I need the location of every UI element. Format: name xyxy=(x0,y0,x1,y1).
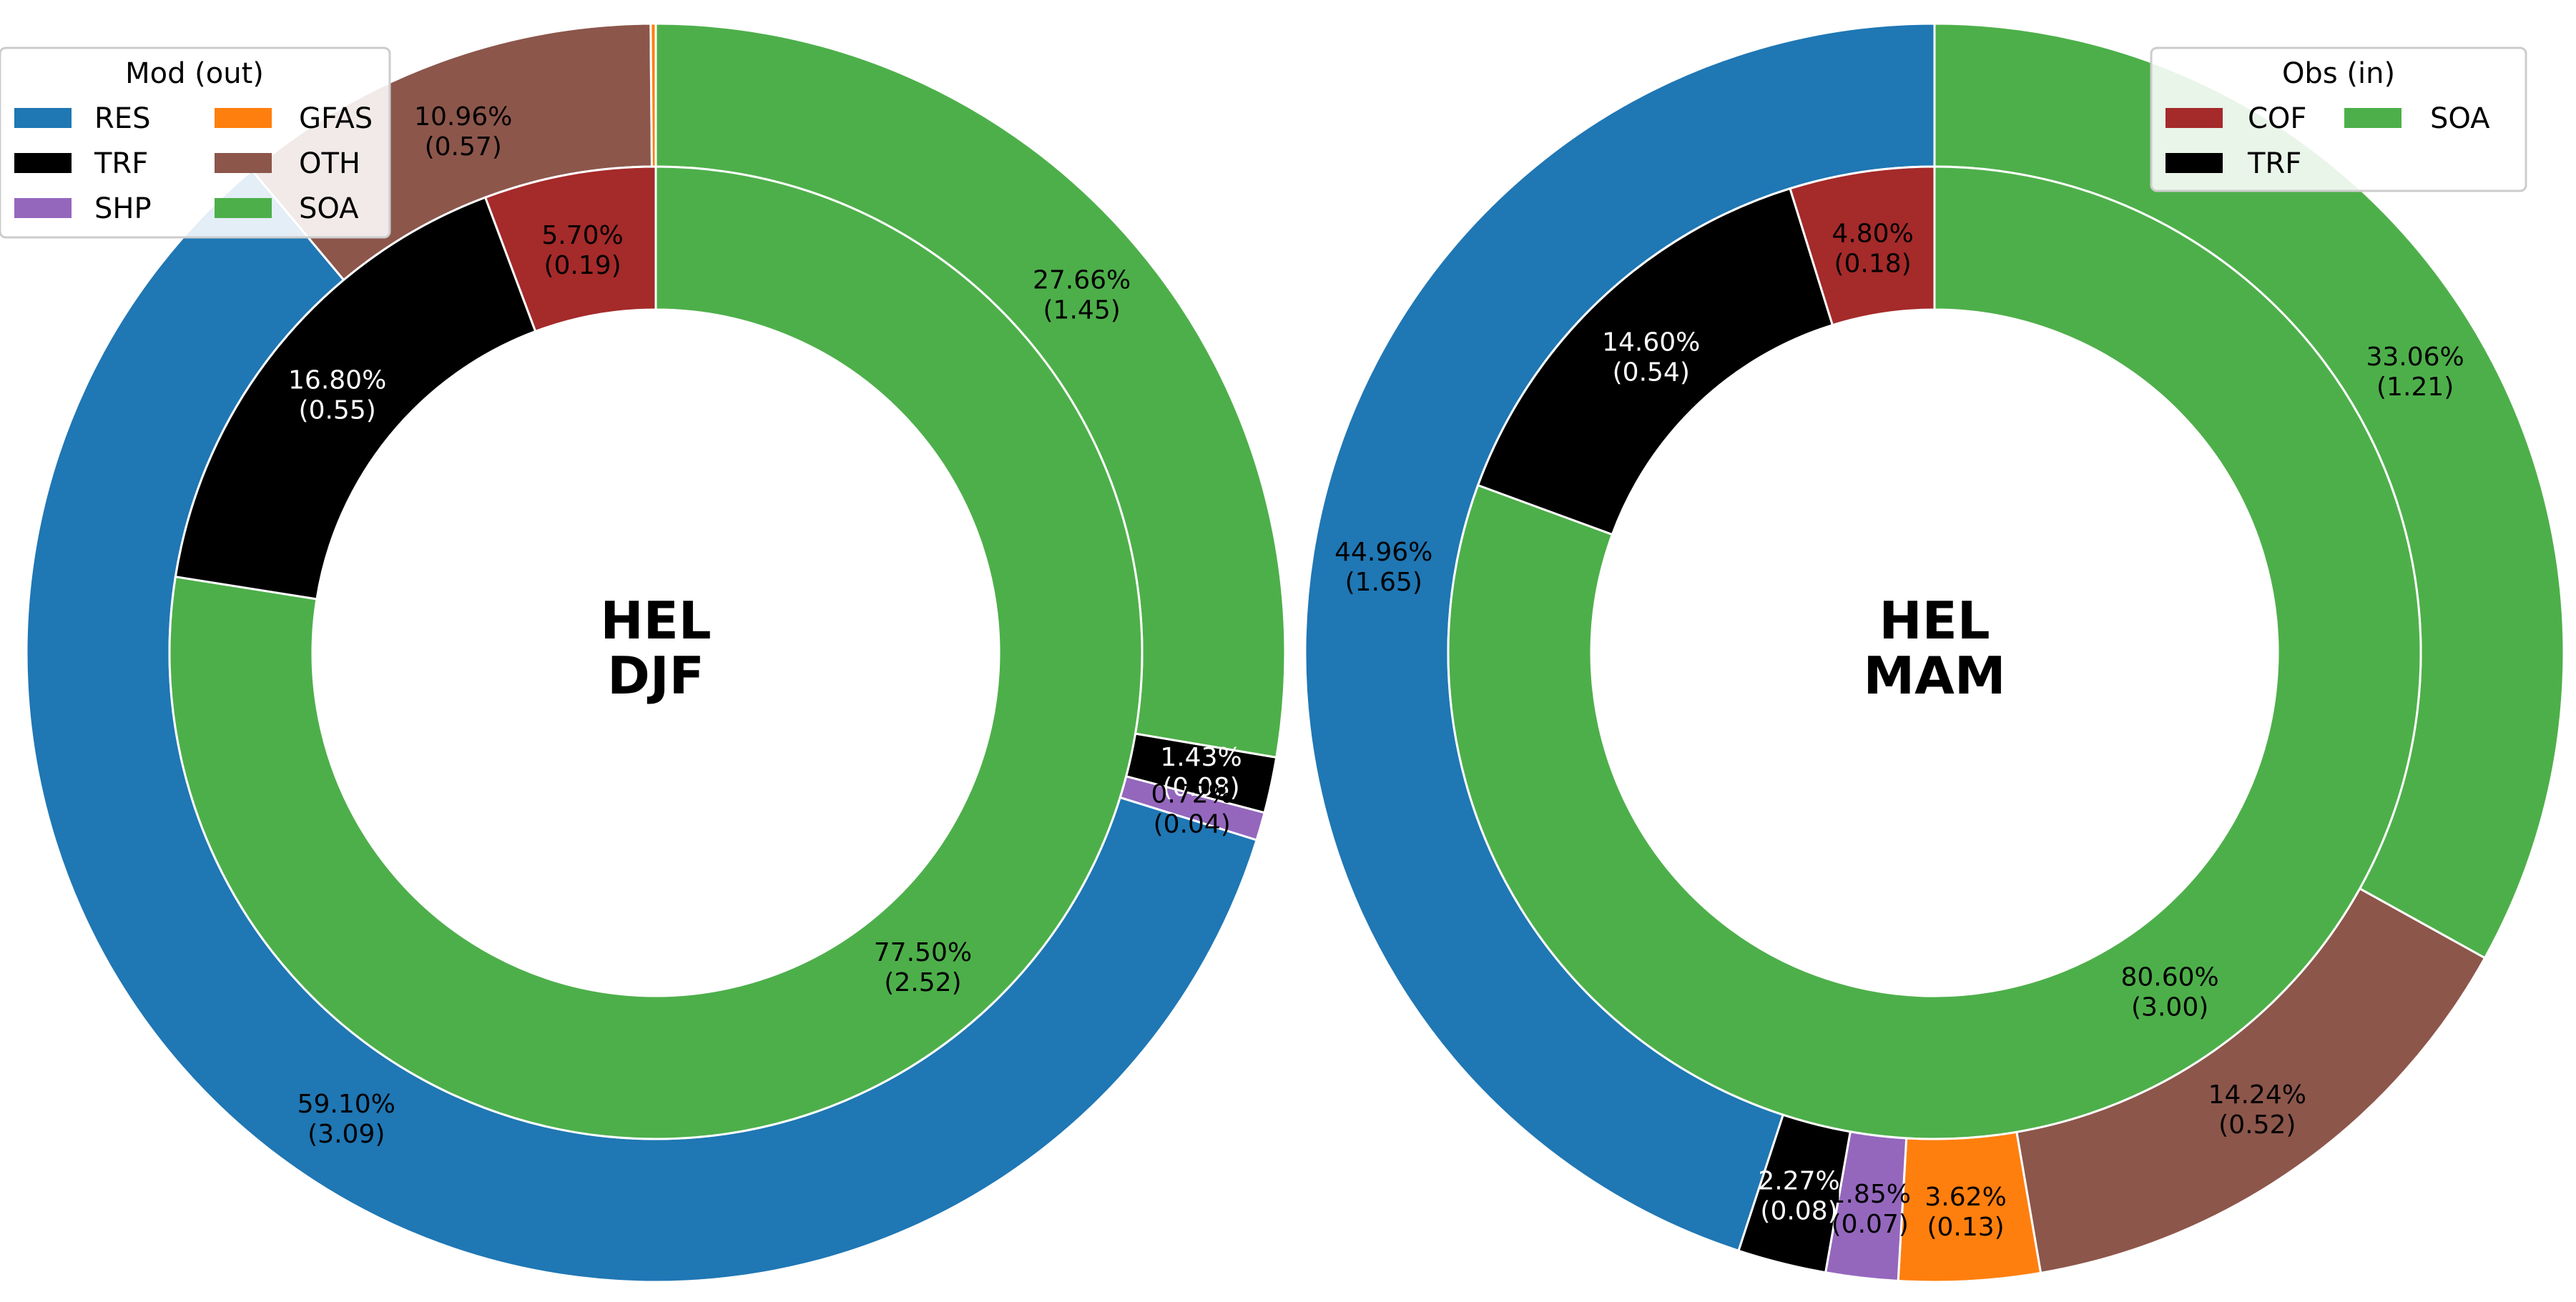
inner_ring-percent-label-soa: 80.60% xyxy=(2121,962,2219,992)
legend-title: Obs (in) xyxy=(2282,57,2395,90)
legend-obs-in: Obs (in) COF TRF SOA xyxy=(2150,46,2527,192)
legend-swatch-gfas xyxy=(215,108,272,128)
inner_ring-value-label-soa: (3.00) xyxy=(2131,992,2208,1022)
inner_ring-wedge-cof xyxy=(483,165,657,333)
outer_ring-percent-label-gfas: 3.62% xyxy=(1924,1183,2006,1212)
legend-label-trf: TRF xyxy=(2247,147,2301,180)
outer_ring-percent-label-res: 59.10% xyxy=(298,1090,395,1119)
legend-label-soa: SOA xyxy=(299,192,359,225)
outer_ring-value-label-soa: (1.21) xyxy=(2376,373,2454,402)
center-label-line2: DJF xyxy=(607,646,704,706)
outer_ring-percent-label-oth: 10.96% xyxy=(414,102,512,132)
outer_ring-wedge-gfas xyxy=(649,22,657,168)
inner-ring xyxy=(168,165,1144,1140)
inner_ring-wedge-soa xyxy=(168,165,1144,1140)
legend-swatch-trf xyxy=(2165,153,2223,173)
inner-ring xyxy=(1447,165,2422,1140)
legend-label-soa: SOA xyxy=(2430,102,2490,135)
inner_ring-value-label-soa: (2.52) xyxy=(884,968,961,997)
outer_ring-percent-label-oth: 14.24% xyxy=(2208,1080,2306,1110)
legend-frame xyxy=(0,46,391,239)
legend-swatch-trf xyxy=(14,153,72,173)
outer_ring-percent-label-soa: 27.66% xyxy=(1033,265,1131,295)
center-label-line1: HEL xyxy=(1879,591,1990,651)
outer_ring-value-label-oth: (0.57) xyxy=(425,132,502,162)
inner_ring-percent-label-soa: 77.50% xyxy=(874,938,972,967)
outer_ring-value-label-shp: (0.07) xyxy=(1832,1210,1909,1239)
wedge-labels: 27.66%(1.45) 1.43%(0.08)0.72%(0.04) 59.10%… xyxy=(288,102,1242,1149)
outer_ring-value-label-res: (1.65) xyxy=(1345,568,1422,597)
outer_ring-value-label-gfas: (0.13) xyxy=(1927,1213,2004,1242)
legend-swatch-oth xyxy=(215,153,272,173)
inner_ring-value-label-trf: (0.55) xyxy=(299,395,376,425)
outer_ring-percent-label-trf: 2.27% xyxy=(1758,1167,1839,1196)
inner_ring-value-label-cof: (0.19) xyxy=(544,251,621,280)
wedge-labels: 33.06%(1.21) 14.24%(0.52) 3.62%(0.13) 1.85%… xyxy=(1334,220,2464,1242)
center-label-line1: HEL xyxy=(600,591,711,651)
inner_ring-wedge-cof xyxy=(1789,165,1936,327)
inner_ring-value-label-trf: (0.54) xyxy=(1613,357,1690,387)
outer_ring-percent-label-shp: 0.72% xyxy=(1151,779,1233,809)
outer_ring-percent-label-res: 44.96% xyxy=(1334,538,1432,567)
outer_ring-value-label-trf: (0.08) xyxy=(1760,1197,1837,1226)
legend-label-res: RES xyxy=(94,102,150,135)
outer_ring-percent-label-trf: 1.43% xyxy=(1160,743,1242,772)
legend-label-shp: SHP xyxy=(94,192,152,225)
inner_ring-value-label-cof: (0.18) xyxy=(1834,250,1911,279)
legend-label-cof: COF xyxy=(2248,102,2306,135)
legend-frame xyxy=(2150,46,2527,192)
legend-swatch-soa xyxy=(215,198,272,218)
outer_ring-value-label-res: (3.09) xyxy=(308,1120,385,1149)
outer_ring-value-label-shp: (0.04) xyxy=(1154,809,1231,839)
inner_ring-percent-label-trf: 16.80% xyxy=(288,365,386,395)
donut-chart-hel-mam: 33.06%(1.21) 14.24%(0.52) 3.62%(0.13) 1.85%… xyxy=(1304,22,2565,1283)
outer_ring-percent-label-soa: 33.06% xyxy=(2366,342,2464,372)
legend-swatch-res xyxy=(14,108,72,128)
donut-chart-hel-djf: 27.66%(1.45) 1.43%(0.08)0.72%(0.04) 59.10%… xyxy=(25,22,1287,1283)
legend-label-trf: TRF xyxy=(94,147,148,180)
inner_ring-wedge-trf xyxy=(174,196,537,601)
legend-swatch-shp xyxy=(14,198,72,218)
outer_ring-percent-label-shp: 1.85% xyxy=(1829,1180,1911,1209)
inner_ring-percent-label-trf: 14.60% xyxy=(1602,327,1700,357)
inner_ring-percent-label-cof: 4.80% xyxy=(1832,220,1913,249)
center-label-line2: MAM xyxy=(1863,646,2005,706)
legend-label-oth: OTH xyxy=(299,147,360,180)
legend-title: Mod (out) xyxy=(125,57,264,90)
legend-swatch-soa xyxy=(2344,108,2402,128)
legend-label-gfas: GFAS xyxy=(299,102,373,135)
outer_ring-value-label-trf: (0.08) xyxy=(1162,773,1239,802)
outer_ring-value-label-oth: (0.52) xyxy=(2218,1110,2296,1140)
inner_ring-wedge-soa xyxy=(1447,165,2422,1140)
legend-mod-out: Mod (out) RES TRF SHP GFAS OTH SOA xyxy=(0,46,391,239)
outer_ring-value-label-soa: (1.45) xyxy=(1043,295,1121,325)
inner_ring-percent-label-cof: 5.70% xyxy=(541,221,623,250)
legend-swatch-cof xyxy=(2165,108,2223,128)
